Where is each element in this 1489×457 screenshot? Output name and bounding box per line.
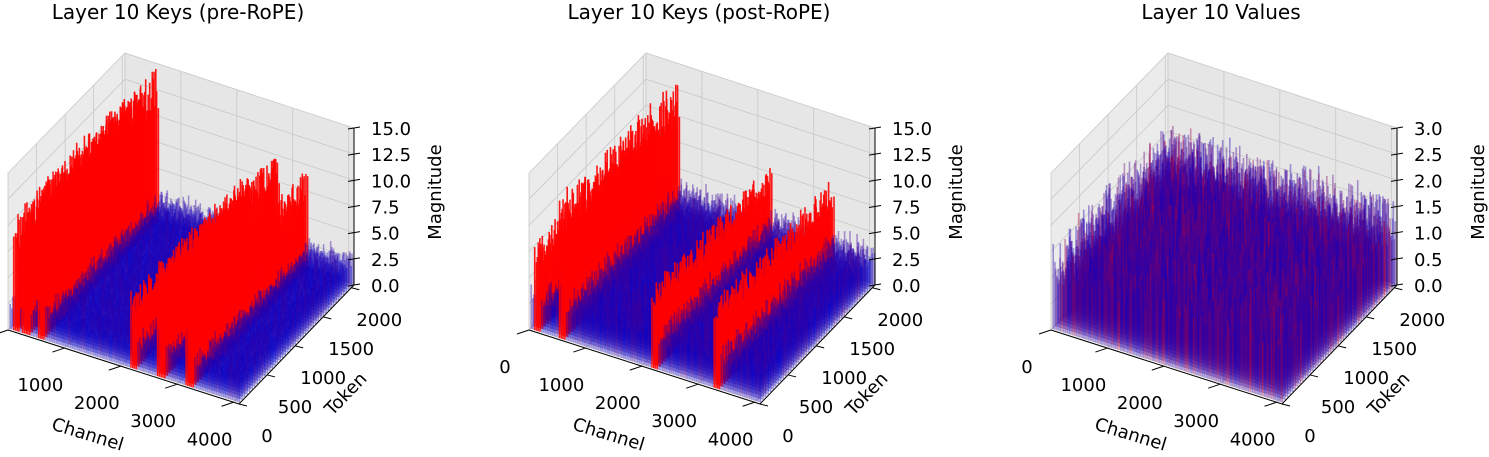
gridline <box>233 282 349 403</box>
gridline <box>7 78 355 200</box>
gridline <box>64 228 182 349</box>
magnitude-surface <box>9 69 355 403</box>
panel-pre-rope-keys: 0100020003000400005001000150020000.02.55… <box>0 0 446 456</box>
gridline <box>7 52 355 174</box>
